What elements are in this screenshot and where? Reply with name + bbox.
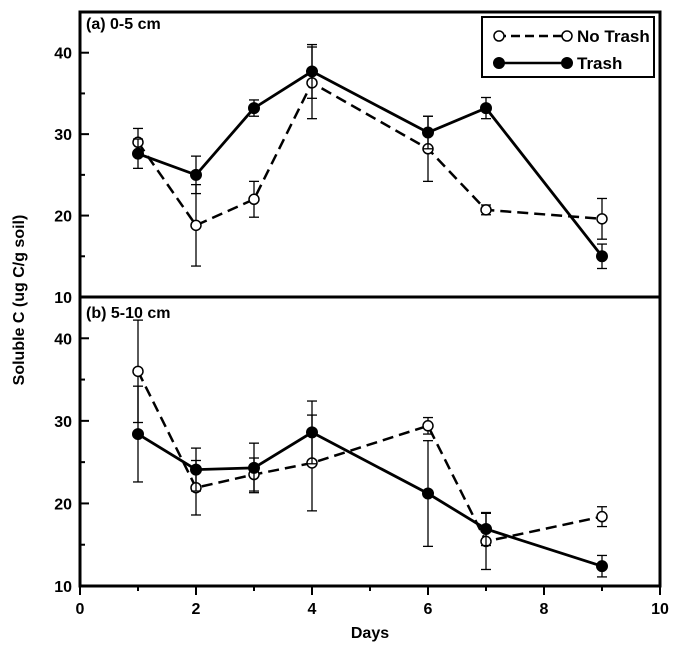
x-axis-ticks: 0 2 4 6 8 10 xyxy=(76,586,669,618)
panel-b-series-trash xyxy=(132,385,608,578)
panel-a-y-tick-label: 30 xyxy=(54,127,72,144)
panel-a-trash-point xyxy=(422,126,434,139)
panel-a-trash-point xyxy=(306,65,318,78)
y-axis-title: Soluble C (ug C/g soil) xyxy=(11,215,28,386)
x-tick-label: 0 xyxy=(76,601,85,618)
panel-a-series xyxy=(132,43,608,270)
legend-no-trash-marker-right xyxy=(561,30,573,42)
panel-b-trash-point xyxy=(248,461,260,474)
panel-b-trash-point xyxy=(480,523,492,536)
x-tick-label: 8 xyxy=(540,601,549,618)
panel-b-no-trash-point xyxy=(596,510,608,523)
panel-b-y-tick-label: 10 xyxy=(54,579,72,596)
panel-a-trash-line xyxy=(137,69,604,258)
panel-a-y-tick-label: 20 xyxy=(54,209,72,226)
panel-a-label: (a) 0-5 cm xyxy=(86,16,161,33)
panel-a-series-trash xyxy=(132,43,608,270)
panel-b-y-ticks: 10 20 30 40 xyxy=(54,331,89,596)
panel-a-trash-point xyxy=(596,250,608,263)
panel-b-no-trash-point xyxy=(132,365,144,378)
x-tick-label: 4 xyxy=(308,601,317,618)
panel-b-trash-point xyxy=(306,426,318,439)
panel-b-frame xyxy=(78,295,662,588)
panel-b-trash-point xyxy=(190,463,202,476)
panel-a-no-trash-point xyxy=(480,204,492,216)
panel-b-series-no-trash xyxy=(132,319,608,571)
panel-a-y-ticks: 10 20 30 40 xyxy=(54,46,89,307)
legend: No Trash Trash xyxy=(481,16,655,78)
panel-a-no-trash-point xyxy=(248,193,260,206)
panel-a-series-no-trash xyxy=(132,46,608,267)
legend-trash-marker-right xyxy=(561,57,573,69)
panel-a-trash-point xyxy=(190,168,202,181)
x-tick-label: 6 xyxy=(424,601,433,618)
panel-a-y-tick-label: 10 xyxy=(54,290,72,307)
x-tick-label: 2 xyxy=(192,601,201,618)
panel-b-no-trash-point xyxy=(422,420,434,432)
panel-a-no-trash-line xyxy=(136,81,603,227)
panel-b-series xyxy=(132,319,608,578)
panel-b-trash-point xyxy=(596,560,608,573)
panel-b: (b) 5-10 cm 10 20 30 40 xyxy=(54,295,662,596)
legend-trash-label: Trash xyxy=(577,54,622,73)
panel-b-trash-line xyxy=(137,430,603,568)
panel-a-trash-point xyxy=(480,102,492,115)
legend-no-trash-marker-left xyxy=(493,30,505,42)
panel-b-y-tick-label: 30 xyxy=(54,414,72,431)
x-tick-label: 10 xyxy=(651,601,669,618)
panel-a-trash-point xyxy=(132,147,144,160)
panel-a-trash-point xyxy=(248,102,260,115)
panel-b-y-tick-label: 40 xyxy=(54,331,72,348)
panel-b-y-tick-label: 20 xyxy=(54,496,72,513)
panel-b-no-trash-line xyxy=(136,370,603,543)
x-axis-title: Days xyxy=(351,625,389,642)
legend-entry-no-trash: No Trash xyxy=(493,27,650,46)
panel-a-no-trash-point xyxy=(596,213,608,225)
legend-trash-marker-left xyxy=(493,57,505,69)
panel-a-no-trash-point xyxy=(190,219,202,232)
panel-b-label: (b) 5-10 cm xyxy=(86,305,170,322)
panel-b-trash-point xyxy=(132,428,144,441)
legend-no-trash-label: No Trash xyxy=(577,27,650,46)
panel-b-trash-point xyxy=(422,487,434,500)
legend-entry-trash: Trash xyxy=(493,54,622,73)
panel-a-y-tick-label: 40 xyxy=(54,46,72,63)
